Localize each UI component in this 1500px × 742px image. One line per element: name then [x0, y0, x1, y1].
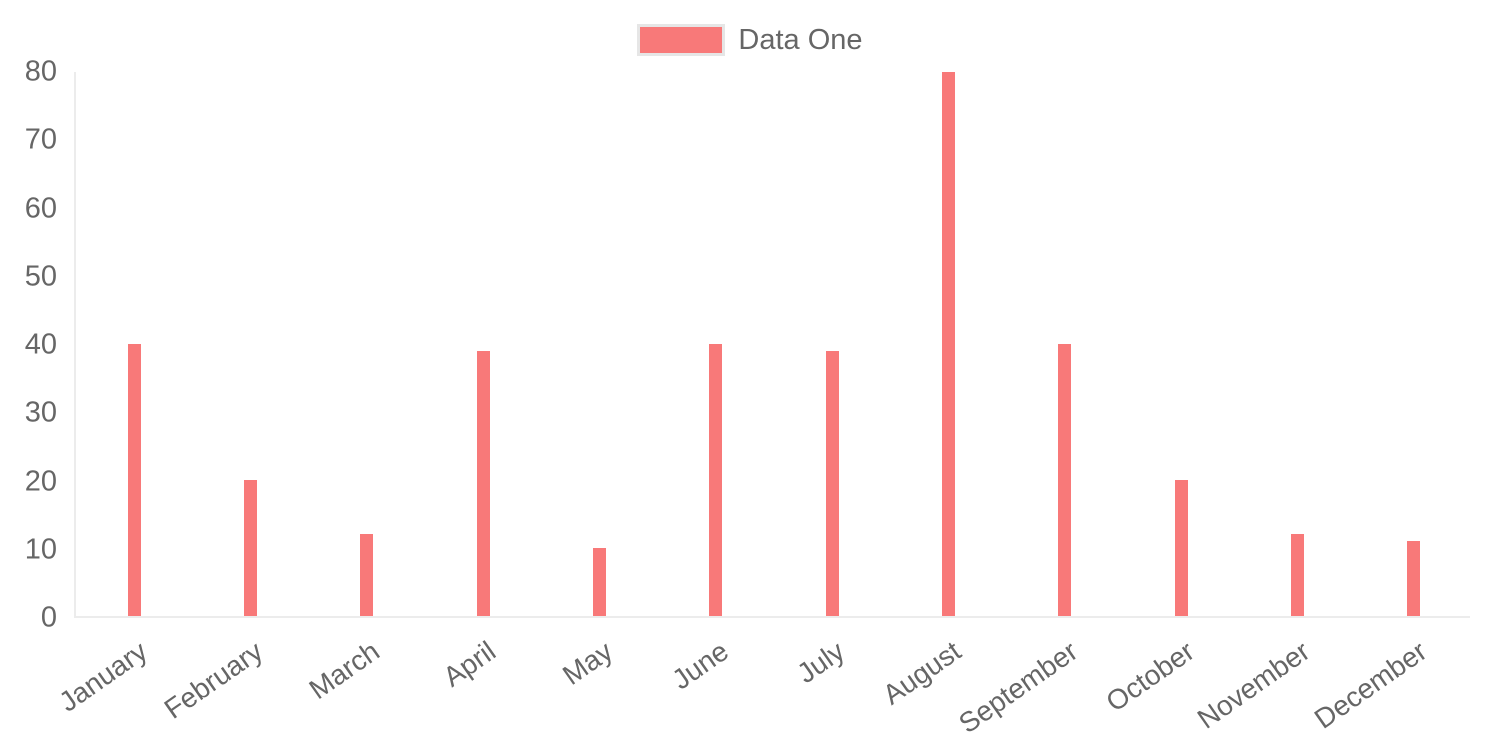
y-tick-label-40: 40 [24, 328, 57, 361]
x-tick-label-december: December [1308, 635, 1433, 735]
x-tick-label-june: June [666, 635, 735, 696]
x-tick-label-october: October [1100, 635, 1200, 718]
plot-area [74, 72, 1470, 618]
bar-december[interactable] [1407, 541, 1421, 616]
y-tick-label-80: 80 [24, 55, 57, 88]
y-tick-label-10: 10 [24, 533, 57, 566]
bar-october[interactable] [1174, 480, 1188, 616]
y-tick-label-20: 20 [24, 465, 57, 497]
x-tick-label-july: July [791, 635, 851, 690]
bar-april[interactable] [476, 350, 490, 616]
x-tick-label-january: January [52, 635, 153, 718]
bar-november[interactable] [1291, 534, 1304, 616]
y-tick-label-70: 70 [24, 123, 57, 156]
bar-september[interactable] [1058, 344, 1072, 616]
legend-label: Data One [738, 23, 863, 56]
x-tick-label-august: August [877, 635, 967, 711]
x-tick-label-november: November [1192, 635, 1316, 735]
bar-may[interactable] [593, 548, 606, 616]
y-tick-label-60: 60 [24, 192, 57, 224]
x-tick-label-april: April [437, 635, 502, 693]
y-tick-label-0: 0 [40, 601, 57, 634]
bar-july[interactable] [825, 350, 839, 616]
bar-february[interactable] [244, 480, 257, 616]
x-tick-label-september: September [953, 635, 1084, 740]
bar-august[interactable] [942, 72, 955, 616]
x-tick-label-may: May [556, 635, 618, 691]
y-tick-label-30: 30 [24, 396, 57, 429]
chart-legend[interactable]: Data One [0, 24, 1500, 56]
x-tick-label-march: March [303, 635, 386, 706]
bar-january[interactable] [127, 344, 141, 616]
bar-march[interactable] [360, 534, 374, 616]
x-tick-label-february: February [159, 635, 269, 725]
y-tick-label-50: 50 [24, 260, 57, 293]
legend-swatch [637, 24, 726, 56]
bar-june[interactable] [709, 344, 723, 616]
